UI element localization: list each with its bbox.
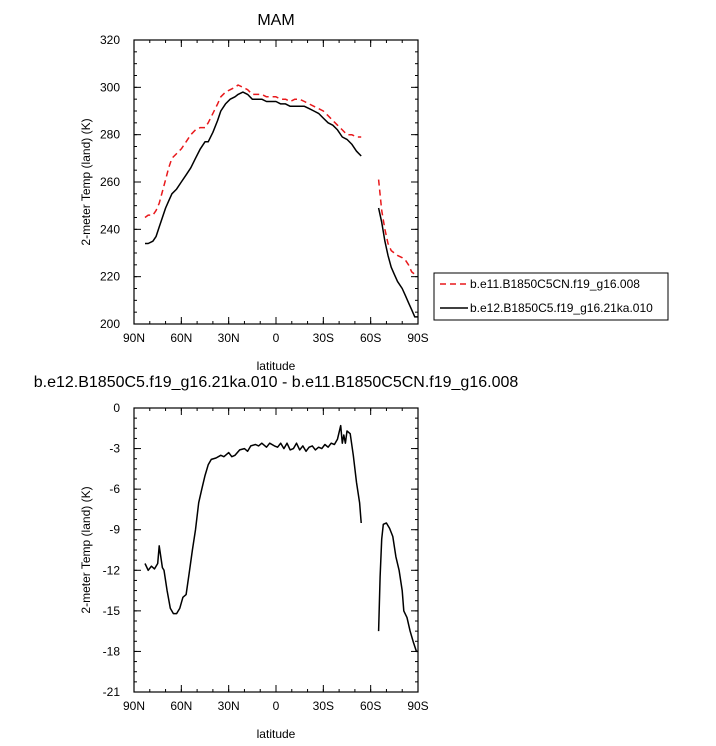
legend-entry-1: b.e11.B1850C5CN.f19_g16.008 [470,277,640,291]
bottom-chart-x-tick-label: 30N [218,699,240,713]
top-chart-x-tick-label: 0 [273,331,280,345]
top-chart-x-tick-label: 30N [218,331,240,345]
bottom-chart-x-tick-label: 90S [407,699,428,713]
top-chart-x-tick-label: 30S [313,331,334,345]
bottom-chart-x-tick-label: 90N [123,699,145,713]
top-chart-frame [133,39,419,325]
top-chart-axes: 90N 60N 30N 0 30S 60S 90S 200 220 240 260 280 300 320 [100,33,429,345]
bottom-chart-y-tick-label: -15 [103,604,121,618]
top-chart-series-1-segment-2 [377,179,418,276]
legend-entry-2: b.e12.B1850C5.f19_g16.21ka.010 [470,301,653,315]
bottom-chart-x-tick-label: 60N [170,699,192,713]
top-chart-series-1-segment-1 [144,84,362,219]
bottom-chart-y-tick-label: -12 [103,563,121,577]
bottom-chart-series-1-segment-2 [377,522,418,653]
top-chart: MAM 90N 60N 30N 0 30S 60S 90S 200 220 240 260 280 30… [79,12,429,373]
top-chart-series-2-segment-2 [377,207,418,318]
bottom-chart-y-tick-label: -3 [109,442,120,456]
bottom-chart-frame [133,407,419,693]
bottom-chart-series-1-segment-1 [144,424,362,615]
bottom-chart-x-tick-label: 30S [313,699,334,713]
top-chart-y-tick-label: 200 [100,317,120,331]
top-chart-series-2-segment-1 [145,91,362,245]
top-chart-y-axis-label: 2-meter Temp (land) (K) [79,118,93,245]
top-chart-y-tick-label: 300 [100,80,120,94]
bottom-chart-y-tick-label: -21 [103,685,121,699]
top-chart-title: MAM [257,12,294,29]
legend: b.e11.B1850C5CN.f19_g16.008 b.e12.B1850C… [433,272,669,321]
bottom-chart-y-tick-label: -6 [109,482,120,496]
top-chart-x-axis-label: latitude [257,359,296,373]
bottom-chart-y-tick-label: -18 [103,644,121,658]
top-chart-x-tick-label: 90N [123,331,145,345]
top-chart-y-tick-label: 280 [100,128,120,142]
bottom-chart: b.e12.B1850C5.f19_g16.21ka.010 - b.e11.B… [34,374,519,741]
bottom-chart-axes: 90N 60N 30N 0 30S 60S 90S 0 -3 -6 -9 -12 -15 -18 -21 [103,401,429,713]
bottom-chart-x-axis-label: latitude [257,727,296,741]
bottom-chart-y-tick-label: 0 [113,401,120,415]
top-chart-y-tick-label: 240 [100,222,120,236]
top-chart-x-tick-label: 60S [360,331,381,345]
bottom-chart-y-tick-label: -9 [109,523,120,537]
bottom-chart-y-axis-label: 2-meter Temp (land) (K) [79,486,93,613]
bottom-chart-title: b.e12.B1850C5.f19_g16.21ka.010 - b.e11.B… [34,374,519,391]
bottom-chart-x-tick-label: 0 [273,699,280,713]
top-chart-x-tick-label: 60N [170,331,192,345]
top-chart-y-tick-label: 260 [100,175,120,189]
bottom-chart-x-tick-label: 60S [360,699,381,713]
top-chart-y-tick-label: 220 [100,270,120,284]
bottom-chart-plot-area [144,424,418,653]
top-chart-y-tick-label: 320 [100,33,120,47]
top-chart-x-tick-label: 90S [407,331,428,345]
top-chart-plot-area [144,84,418,318]
legend-box [433,272,669,321]
